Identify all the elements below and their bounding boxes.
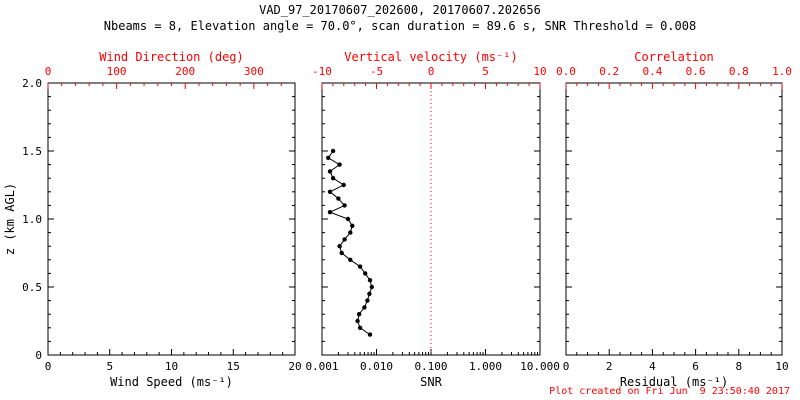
data-point-marker [342, 237, 347, 242]
top-axis-tick-label: 0.4 [642, 65, 662, 78]
data-point-marker [355, 318, 360, 324]
x-axis-tick-label: 4 [649, 360, 656, 373]
data-point-marker [356, 312, 362, 317]
bottom-axis-title: Wind Speed (ms⁻¹) [110, 375, 233, 389]
x-axis-tick-label: 0 [45, 360, 52, 373]
panel-frame [565, 82, 783, 356]
top-axis-tick-label: 100 [107, 65, 127, 78]
y-axis-tick-label: 1.0 [22, 213, 42, 226]
data-point-marker [330, 148, 336, 154]
data-point-marker [362, 305, 367, 310]
bottom-axis-title: SNR [420, 375, 442, 389]
data-point-marker [357, 264, 363, 269]
panel-frame [47, 82, 296, 356]
y-axis-tick-label: 0.5 [22, 281, 42, 294]
data-point-marker [350, 223, 355, 228]
data-point-marker [337, 162, 342, 167]
x-axis-tick-label: 5 [106, 360, 113, 373]
x-axis-tick-label: 1.000 [469, 360, 502, 373]
data-point-marker [327, 189, 333, 194]
data-point-marker [363, 271, 368, 276]
y-axis-tick-label: 1.5 [22, 145, 42, 158]
data-point-marker [339, 250, 344, 256]
top-axis-tick-label: 0.8 [729, 65, 749, 78]
top-axis-tick-label: 0.0 [556, 65, 576, 78]
top-axis-tick-label: 5 [482, 65, 489, 78]
top-axis-tick-label: 200 [175, 65, 195, 78]
top-axis-tick-label: 1.0 [772, 65, 792, 78]
data-point-marker [330, 176, 336, 181]
data-point-marker [345, 216, 351, 222]
bottom-axis-title: Residual (ms⁻¹) [620, 375, 728, 389]
data-point-marker [326, 155, 331, 160]
top-axis-title: Correlation [634, 50, 713, 64]
top-axis-tick-label: 10 [533, 65, 546, 78]
top-axis-title: Vertical velocity (ms⁻¹) [344, 50, 517, 64]
x-axis-tick-label: 0.010 [360, 360, 393, 373]
data-point-marker [369, 284, 374, 290]
panel-residual: 0 2 4 6 8 10 Residual (ms⁻¹) 0.0 0.2 0.4 0.6 0.8 1.0… [556, 50, 792, 389]
data-point-marker [357, 325, 363, 330]
x-axis-tick-label: 15 [227, 360, 240, 373]
x-axis-tick-label: 10 [775, 360, 788, 373]
top-axis-tick-label: 300 [244, 65, 264, 78]
plot-title: VAD_97_20170607_202600, 20170607.202656 [259, 3, 541, 17]
top-axis-tick-label: 0.2 [599, 65, 619, 78]
top-axis-tick-label: 0 [428, 65, 435, 78]
x-axis-tick-label: 20 [288, 360, 301, 373]
plot-subtitle: Nbeams = 8, Elevation angle = 70.0°, sca… [103, 19, 697, 33]
data-point-marker [327, 210, 333, 215]
x-axis-tick-label: 10 [165, 360, 178, 373]
x-axis-tick-label: 10.000 [520, 360, 560, 373]
top-axis-tick-label: 0.6 [686, 65, 706, 78]
x-axis-tick-label: 8 [735, 360, 742, 373]
data-point-marker [341, 182, 346, 188]
snr-profile-line [327, 150, 373, 336]
data-point-marker [342, 203, 347, 208]
y-axis-tick-label: 2.0 [22, 77, 42, 90]
data-point-marker [365, 298, 370, 303]
data-point-marker [367, 332, 373, 337]
top-axis-tick-label: -10 [312, 65, 332, 78]
data-point-marker [348, 257, 353, 262]
data-point-marker [367, 291, 372, 296]
top-axis-tick-label: 0 [45, 65, 52, 78]
top-axis-tick-label: -5 [370, 65, 383, 78]
x-axis-tick-label: 0.100 [414, 360, 447, 373]
x-axis-tick-label: 0 [563, 360, 570, 373]
top-axis-title: Wind Direction (deg) [99, 50, 244, 64]
x-axis-tick-label: 6 [692, 360, 699, 373]
y-axis-tick-label: 0 [35, 349, 42, 362]
data-point-marker [337, 244, 342, 249]
data-point-marker [348, 230, 353, 235]
creation-timestamp: Plot created on Fri Jun 9 23:50:40 2017 [549, 386, 790, 397]
panel-snr: 0.001 0.010 0.100 1.000 10.000 SNR -10 -5 0 5 10 Ve… [305, 50, 559, 389]
x-axis-tick-label: 2 [606, 360, 613, 373]
y-axis-title: z (km AGL) [3, 183, 17, 255]
x-axis-tick-label: 0.001 [305, 360, 338, 373]
data-point-marker [336, 196, 341, 201]
data-point-marker [327, 169, 333, 174]
data-point-marker [367, 278, 373, 283]
